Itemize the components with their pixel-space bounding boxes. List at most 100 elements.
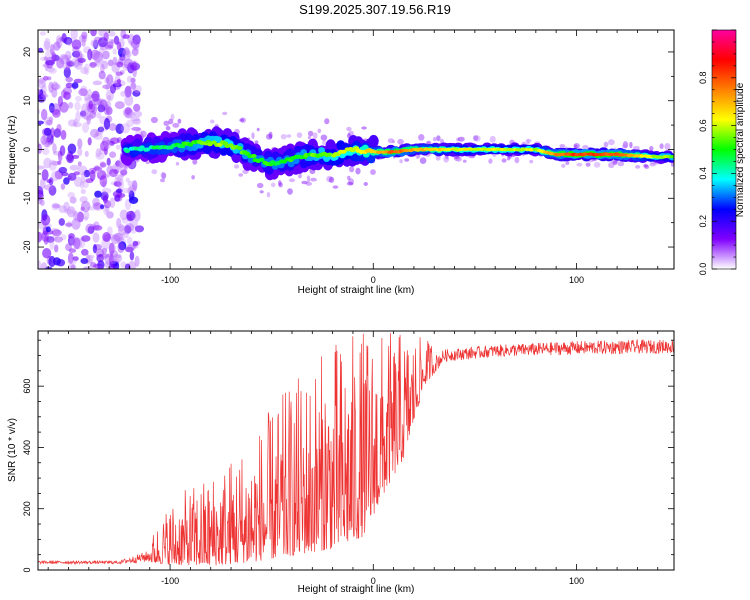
spectrogram-scatter-blob <box>474 135 481 142</box>
spectrogram-noise-blob <box>117 241 125 254</box>
spectrogram-noise-blob <box>38 231 42 243</box>
spectrogram-ridge-blob <box>236 146 243 151</box>
spectrogram-ridge-blob <box>508 148 515 152</box>
spectrogram-noise-blob <box>130 40 140 49</box>
spectrogram-noise-blob <box>83 210 90 220</box>
spectrogram-scatter-blob <box>278 180 282 186</box>
y-tick-label: 200 <box>22 501 32 516</box>
spectrogram-noise-blob <box>38 143 42 154</box>
spectrogram-noise-blob <box>120 261 127 268</box>
spectrogram-noise-blob <box>102 84 112 90</box>
spectrogram-noise-blob <box>107 94 112 101</box>
spectrogram-noise-blob <box>131 61 138 72</box>
spectrogram-noise-blob <box>115 236 125 242</box>
spectrogram-noise-blob <box>109 168 118 178</box>
spectrogram-noise-blob <box>51 52 57 63</box>
spectrogram-noise-blob <box>86 254 95 259</box>
spectrogram-scatter-blob <box>489 135 496 143</box>
spectrogram-noise-blob <box>67 119 76 127</box>
spectrogram-noise-blob <box>126 75 133 83</box>
spectrogram-scatter-blob <box>222 111 228 116</box>
spectrogram-noise-blob <box>120 169 128 176</box>
spectrogram-noise-blob <box>97 126 105 133</box>
spectrogram-scatter-blob <box>501 158 507 163</box>
spectrogram-noise-blob <box>48 177 54 186</box>
spectrogram-scatter-blob <box>621 144 628 149</box>
spectrogram-noise-blob <box>101 247 108 254</box>
spectrogram-noise-blob <box>105 83 110 91</box>
spectrogram-noise-blob <box>59 145 66 156</box>
spectrogram-noise-blob <box>84 63 90 76</box>
spectrogram-noise-blob <box>115 160 121 167</box>
spectrogram-noise-blob <box>82 122 89 133</box>
spectrogram-noise-blob <box>126 236 133 246</box>
spectrogram-noise-blob <box>43 235 49 245</box>
snr-axes: -100 0 100 0 200 400 600 <box>22 331 674 586</box>
spectrogram-noise-blob <box>113 232 123 242</box>
spectrogram-scatter-blob <box>670 162 674 167</box>
spectrogram-noise-blob <box>90 49 100 60</box>
spectrogram-noise-blob <box>41 108 48 121</box>
spectrogram-noise-blob <box>48 185 57 196</box>
spectrogram-scatter-blob <box>332 185 339 189</box>
spectrogram-noise-blob <box>96 112 102 119</box>
spectrogram-noise-blob <box>94 54 104 65</box>
spectrogram-scatter-blob <box>455 156 462 162</box>
spectrogram-ridge-blob <box>258 157 265 162</box>
spectrogram-noise-blob <box>81 31 88 40</box>
spectrogram-noise-blob <box>41 147 50 156</box>
spectrogram-noise-blob <box>112 254 123 263</box>
spectrogram-noise-blob <box>56 35 62 44</box>
spectrogram-noise-blob <box>66 153 75 164</box>
spectrogram-noise-blob <box>67 192 76 198</box>
spectrogram-noise-blob <box>41 169 49 181</box>
snr-x-axis-label: Height of straight line (km) <box>298 584 415 595</box>
spectrogram-noise-blob <box>80 188 86 195</box>
spectrogram-scatter-blob <box>529 159 534 164</box>
spectrogram-noise-blob <box>71 82 79 89</box>
spectrogram-noise-blob <box>77 147 83 157</box>
spectrogram-noise-blob <box>59 54 69 65</box>
spectrogram-noise-blob <box>89 169 96 182</box>
spectrogram-noise-blob <box>70 30 78 40</box>
spectrogram-noise-blob <box>77 138 83 149</box>
y-tick-label: 0 <box>22 147 32 152</box>
spectrogram-noise-blob <box>72 50 81 58</box>
spectrogram-noise-blob <box>87 48 93 61</box>
spectrogram-noise-blob <box>108 123 117 131</box>
spectrogram-scatter-blob <box>585 162 591 167</box>
spectrogram-noise-blob <box>53 128 61 138</box>
spectrogram-scatter-blob <box>436 135 441 142</box>
spectrogram-noise-blob <box>107 38 114 46</box>
spectrogram-noise-blob <box>101 60 109 70</box>
spectrogram-noise-blob <box>67 143 77 155</box>
x-tick-label: -100 <box>161 275 179 285</box>
spectrogram-noise-blob <box>74 210 79 222</box>
spectrogram-scatter-blob <box>320 134 328 141</box>
spectrogram-noise-blob <box>73 176 83 188</box>
spectrogram-scatter-blob <box>565 161 570 165</box>
spectrogram-noise-blob <box>100 255 107 261</box>
spectrogram-noise-blob <box>115 188 123 193</box>
spectrogram-noise-blob <box>64 50 72 60</box>
spectrogram-noise-blob <box>112 48 117 55</box>
spectrogram-scatter-blob <box>305 181 312 186</box>
spectrogram-ridge-blob <box>669 155 674 159</box>
spectrogram-scatter-blob <box>238 173 243 177</box>
spectrogram-noise-blob <box>96 254 104 263</box>
spectrogram-noise-blob <box>53 41 61 51</box>
spectrogram-noise-blob <box>92 232 100 243</box>
spectrogram-noise-blob <box>111 234 121 244</box>
spectrogram-scatter-blob <box>347 175 351 181</box>
spectrogram-noise-blob <box>72 237 81 250</box>
spectrogram-scatter-blob <box>170 113 175 121</box>
spectrogram-noise-blob <box>92 80 103 86</box>
spectrogram-x-axis-label: Height of straight line (km) <box>298 285 415 296</box>
spectrogram-noise-blob <box>48 116 54 122</box>
spectrogram-noise-blob <box>46 119 53 126</box>
spectrogram-noise-blob <box>75 95 82 102</box>
spectrogram-scatter-blob <box>160 172 165 179</box>
